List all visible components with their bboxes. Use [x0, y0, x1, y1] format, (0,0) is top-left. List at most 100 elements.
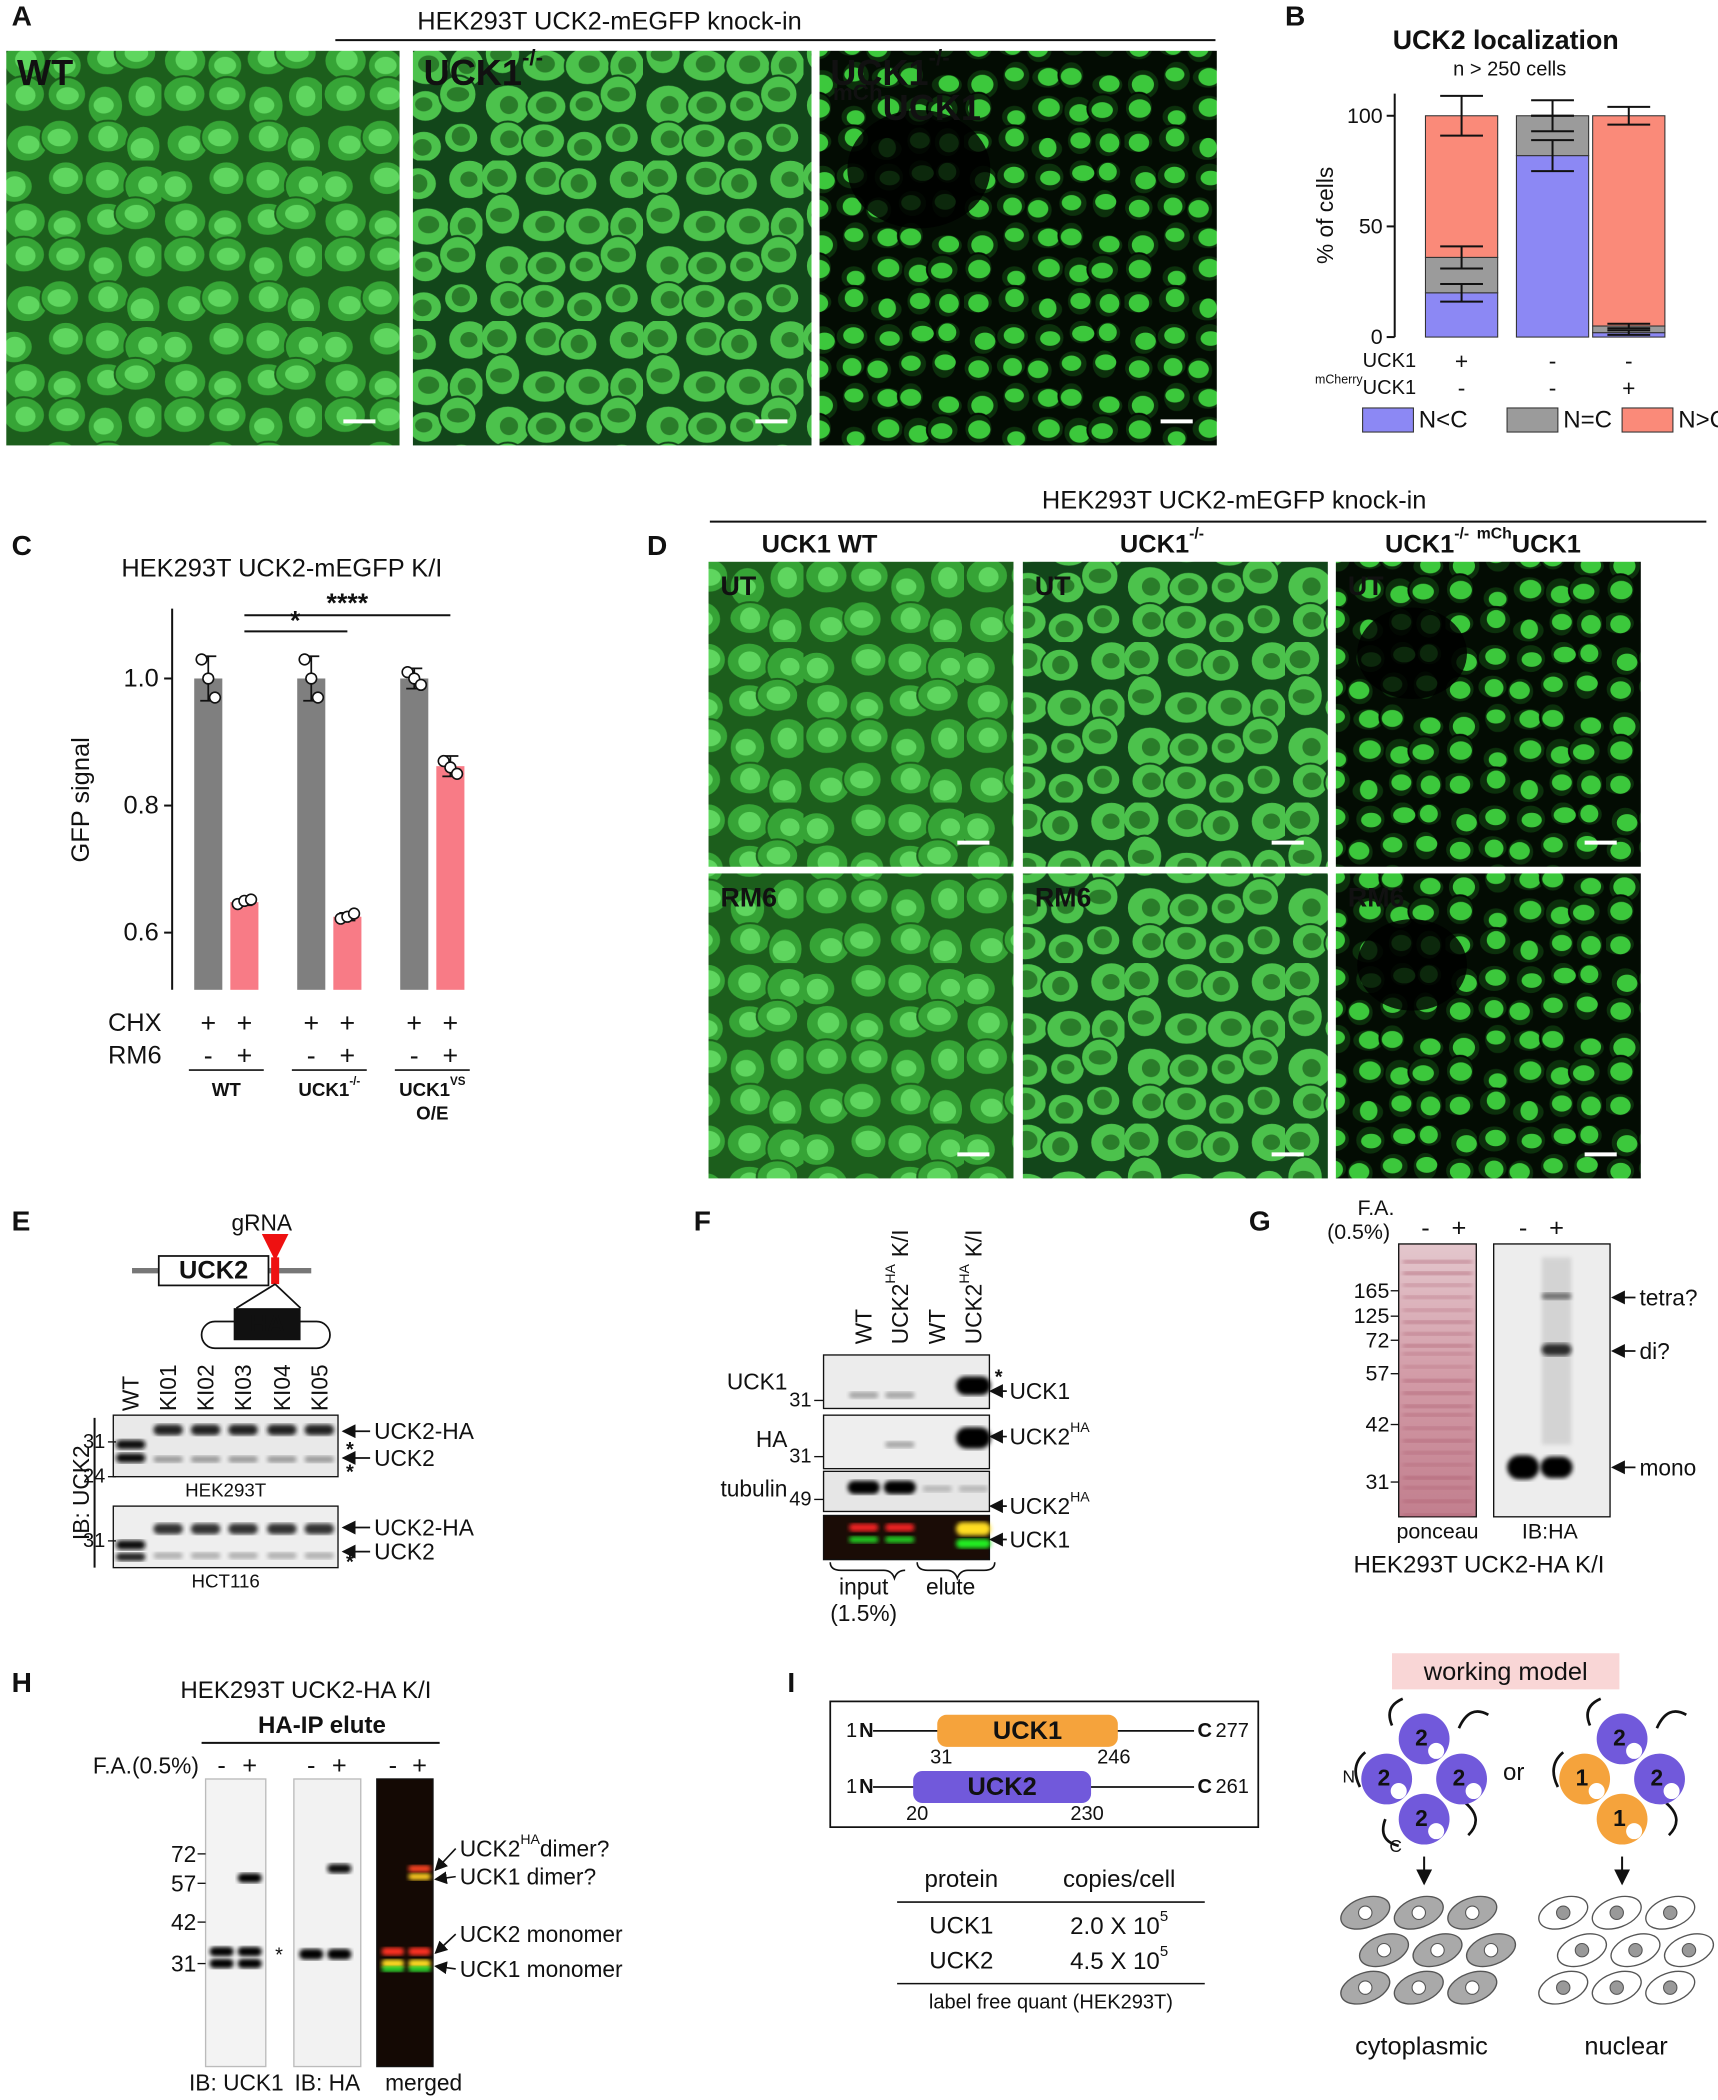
- blot-band: [922, 1485, 952, 1493]
- blot-band: [237, 1946, 262, 1957]
- blot-band: [1402, 1320, 1473, 1324]
- blot-band: [1402, 1413, 1473, 1417]
- band-label: tetra?: [1639, 1284, 1697, 1310]
- blot-band: [1402, 1513, 1473, 1517]
- table-cell: UCK2: [929, 1947, 993, 1974]
- panel-label: D: [647, 530, 667, 561]
- blot-band: [1540, 1456, 1573, 1479]
- model-nucleus: [1376, 1942, 1392, 1958]
- blot-band: [267, 1455, 297, 1463]
- condition-name-part: mCherry: [1315, 372, 1363, 386]
- blot: [293, 1778, 362, 2068]
- table-cell-part: 5: [1160, 1942, 1168, 1959]
- row-label: HA: [756, 1426, 788, 1452]
- blot-band: [408, 1873, 431, 1880]
- condition-value: +: [443, 1008, 459, 1038]
- y-tick-label: 100: [1347, 104, 1383, 128]
- image-label: RM6: [721, 883, 777, 913]
- group-label: elute: [926, 1573, 975, 1599]
- y-tick-label: 0: [1371, 325, 1383, 349]
- panel-label: G: [1249, 1206, 1271, 1237]
- blot-band: [408, 1947, 431, 1956]
- data-point: [347, 907, 361, 920]
- band-label-part: dimer?: [540, 1836, 609, 1862]
- mw-marker: 31: [83, 1431, 105, 1453]
- model-nucleus: [1465, 1905, 1480, 1920]
- lane-label: +: [1549, 1214, 1564, 1242]
- panel-label: H: [12, 1667, 32, 1698]
- group-label-part: WT: [212, 1078, 242, 1099]
- y-tick-label: 50: [1359, 214, 1383, 238]
- model-nucleus: [1556, 1905, 1571, 1920]
- blot-label: IB: HA: [294, 2070, 360, 2096]
- blot-band: [1402, 1391, 1473, 1395]
- model-or: or: [1503, 1759, 1524, 1786]
- table-cell: 2.0 X 105: [1070, 1908, 1168, 1940]
- domain-label: UCK1: [993, 1717, 1062, 1745]
- subunit-notch: [1626, 1823, 1643, 1840]
- dark-region: [1357, 919, 1467, 1011]
- subunit-notch: [1428, 1823, 1445, 1840]
- row-label: tubulin: [720, 1476, 787, 1502]
- band-label: UCK2 monomer: [460, 1921, 623, 1947]
- lane-label: WT: [924, 1309, 950, 1344]
- error-bar: [1607, 105, 1651, 126]
- blot-band: [958, 1485, 989, 1493]
- micrograph: [1022, 873, 1328, 1179]
- band-arrow: [434, 1961, 456, 1975]
- legend-label: N<C: [1419, 407, 1468, 434]
- blot-band: [1402, 1451, 1473, 1455]
- column-label-part: -/-: [1454, 525, 1469, 542]
- condition-value: -: [410, 1040, 419, 1070]
- y-tick-label: 0.6: [123, 919, 158, 947]
- residue-label: 20: [906, 1803, 928, 1825]
- subunit-label: 1: [1576, 1765, 1589, 1791]
- error-bar: [1440, 282, 1483, 303]
- blot-band: [1402, 1295, 1473, 1299]
- subunit-notch: [1626, 1742, 1643, 1759]
- mw-marker: 57: [1366, 1362, 1390, 1386]
- blot-label: IB: UCK1: [189, 2070, 284, 2096]
- image-label: WT: [17, 52, 73, 93]
- table-footnote: label free quant (HEK293T): [929, 1991, 1173, 2013]
- group-label: UCK1-/-: [298, 1074, 360, 1099]
- column-label-part: UCK1: [1385, 530, 1454, 558]
- model-nucleus: [1663, 1905, 1678, 1920]
- mw-marker: 49: [789, 1488, 811, 1510]
- panel-label: B: [1285, 1, 1305, 32]
- panel-title: HEK293T UCK2-mEGFP knock-in: [1042, 486, 1427, 514]
- condition-value: +: [237, 1040, 253, 1070]
- blot-band: [1402, 1283, 1473, 1287]
- micrograph: [1335, 873, 1641, 1179]
- table-cell: UCK1: [929, 1913, 993, 1940]
- band-label: UCK2HAdimer?: [460, 1831, 610, 1862]
- blot-band: [299, 1948, 324, 1960]
- blot-band: [955, 1538, 991, 1549]
- table-header: protein: [925, 1866, 999, 1893]
- residue-label: 1: [846, 1776, 857, 1798]
- image-label: UT: [721, 571, 757, 601]
- condition-name: RM6: [108, 1041, 162, 1069]
- model-nucleus: [1609, 1980, 1624, 1995]
- panel-label: A: [12, 1, 32, 32]
- gene-label: UCK2: [179, 1257, 248, 1285]
- subunit-label: 2: [1613, 1725, 1626, 1751]
- legend-label: N=C: [1563, 407, 1612, 434]
- band-label-part: UCK2: [1009, 1424, 1070, 1450]
- blot-band: [209, 1946, 234, 1957]
- asterisk: *: [275, 1945, 283, 1967]
- blot-band: [304, 1552, 334, 1559]
- table-header: copies/cell: [1063, 1866, 1175, 1893]
- lane-label: -: [1421, 1214, 1429, 1242]
- lane-label: UCK2HA K/I: [956, 1229, 987, 1344]
- significance-label: *: [290, 606, 301, 636]
- asterisk: *: [346, 1439, 354, 1461]
- panel-title: HEK293T UCK2-HA K/I: [180, 1677, 431, 1704]
- blot-band: [190, 1424, 221, 1436]
- image-label-part: -/-: [522, 45, 543, 70]
- blot-band: [115, 1439, 146, 1450]
- terminus-label: C: [1198, 1720, 1212, 1742]
- blot: [822, 1354, 991, 1410]
- cell-line-label: HEK293T: [185, 1480, 266, 1501]
